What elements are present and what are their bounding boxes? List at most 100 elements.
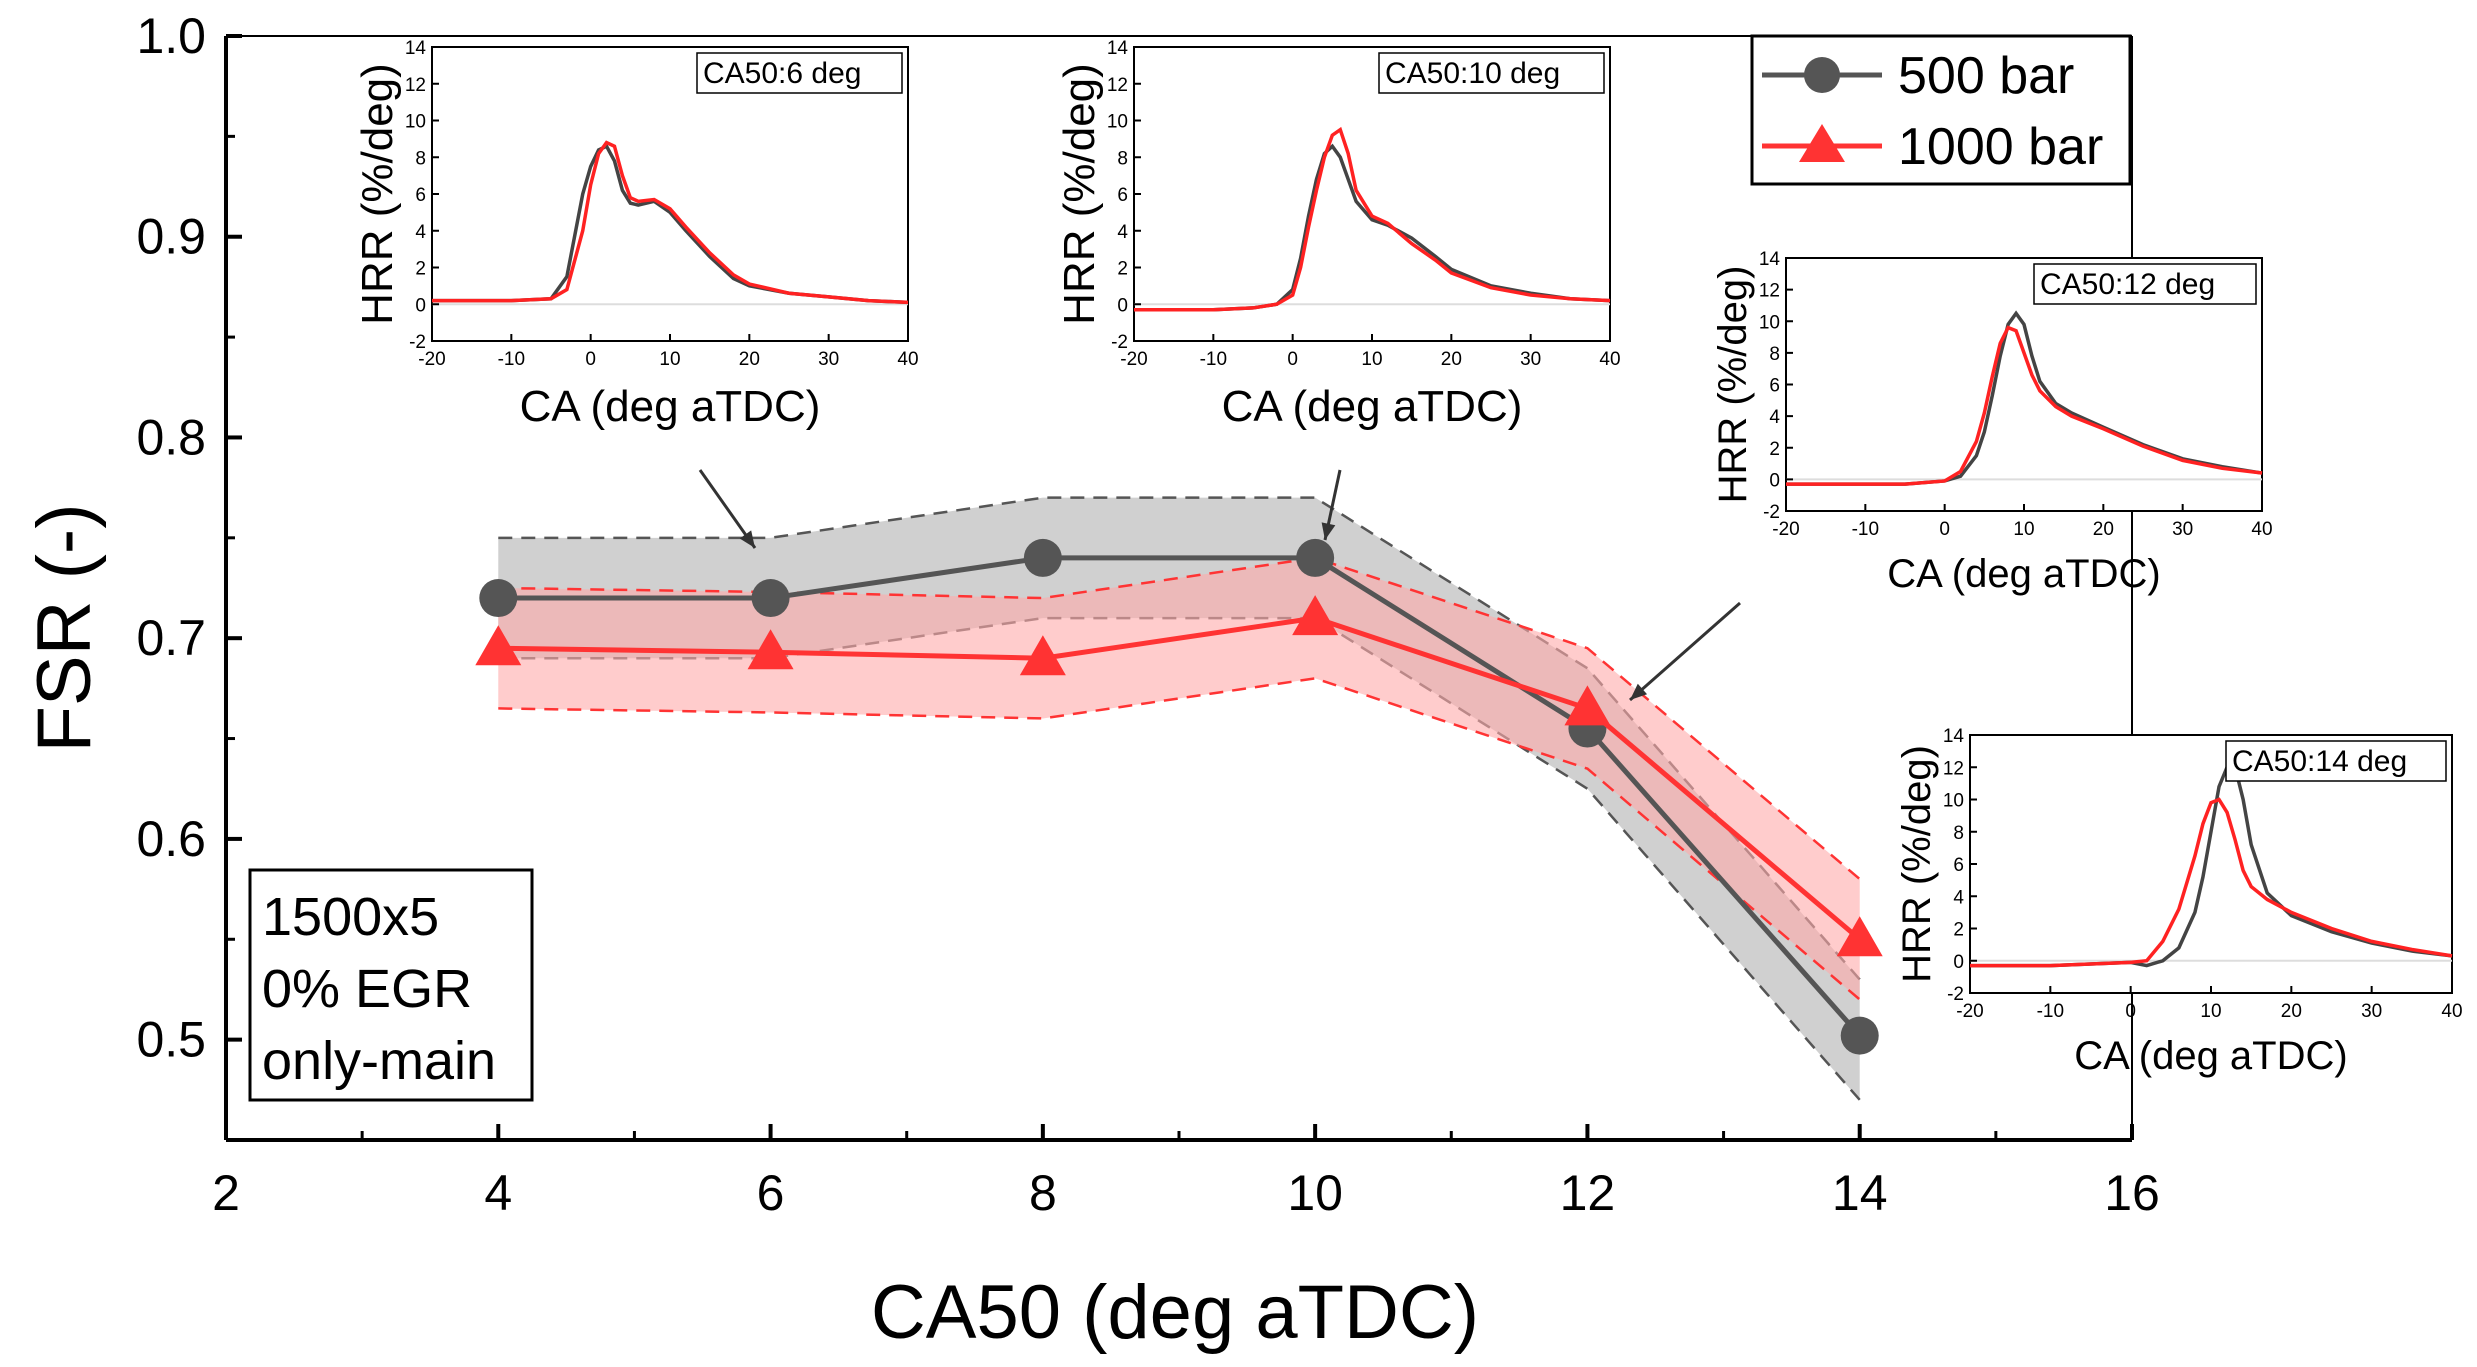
legend: 500 bar 1000 bar bbox=[1750, 34, 2132, 186]
annotation-line-3: only-main bbox=[262, 1031, 496, 1091]
inset-title: CA50:14 deg bbox=[2232, 745, 2407, 778]
inset-line-1000-bar bbox=[432, 140, 909, 305]
inset-x-tick-label: 10 bbox=[2200, 1001, 2221, 1022]
inset-x-tick-label: 30 bbox=[818, 349, 839, 370]
inset-x-tick-label: 10 bbox=[1361, 349, 1382, 370]
inset-y-tick-label: 10 bbox=[405, 112, 426, 133]
inset-title-box bbox=[2225, 740, 2447, 782]
inset-y-tick-label: -2 bbox=[409, 332, 426, 353]
point-1000-bar bbox=[1564, 685, 1611, 726]
inset-y-tick-label: 6 bbox=[1117, 185, 1128, 206]
inset-y-tick-label: 4 bbox=[1769, 407, 1780, 428]
point-500-bar bbox=[479, 579, 518, 618]
inset-y-tick-label: 0 bbox=[1117, 295, 1128, 316]
inset-y-tick-label: 0 bbox=[1769, 470, 1780, 491]
y-tick-label: 0.5 bbox=[136, 1012, 206, 1068]
inset-y-label: HRR (%/deg) bbox=[353, 63, 402, 325]
inset-line-1000-bar bbox=[1970, 797, 2453, 968]
inset-title-box bbox=[696, 52, 903, 94]
inset-x-tick-label: -20 bbox=[418, 349, 445, 370]
inset-x-tick-label: -10 bbox=[498, 349, 525, 370]
inset-y-tick-label: 2 bbox=[1953, 920, 1964, 941]
callout-arrow-head bbox=[1321, 522, 1336, 540]
inset-y-tick-label: 14 bbox=[405, 38, 427, 59]
inset-x-label: CA (deg aTDC) bbox=[1887, 552, 2160, 596]
inset-y-label: HRR (%/deg) bbox=[1711, 266, 1755, 504]
inset-y-tick-label: 8 bbox=[1769, 344, 1780, 365]
inset-x-tick-label: 40 bbox=[2251, 519, 2272, 540]
inset-title-box bbox=[1378, 52, 1605, 94]
inset-y-tick-label: 12 bbox=[1759, 281, 1780, 302]
inset-x-tick-label: 20 bbox=[2281, 1001, 2302, 1022]
x-axis-title: CA50 (deg aTDC) bbox=[871, 1270, 1479, 1355]
inset-y-tick-label: 8 bbox=[1117, 148, 1128, 169]
callout-arrow-head bbox=[1630, 683, 1648, 700]
point-1000-bar bbox=[1019, 635, 1066, 676]
inset-title: CA50:12 deg bbox=[2040, 268, 2215, 301]
inset-x-tick-label: -10 bbox=[1200, 349, 1227, 370]
inset-x-label: CA (deg aTDC) bbox=[520, 382, 821, 431]
callout-arrow-line bbox=[1629, 601, 1741, 702]
inset-y-tick-label: 0 bbox=[415, 295, 426, 316]
annotation-frame bbox=[248, 868, 534, 1102]
point-1000-bar bbox=[475, 625, 522, 666]
inset-x-tick-label: 10 bbox=[2013, 519, 2034, 540]
inset-x-tick-label: 30 bbox=[1520, 349, 1541, 370]
y-tick-label: 0.6 bbox=[136, 811, 206, 867]
inset-x-tick-label: 20 bbox=[739, 349, 760, 370]
confidence-band-1 bbox=[498, 557, 1860, 1000]
inset-y-tick-label: 6 bbox=[1953, 855, 1964, 876]
inset-x-tick-label: 0 bbox=[1287, 349, 1298, 370]
main-plot: 2 4 6 8 10 12 14 16 0.5 0.6 0.7 0.8 0.9 1.0 bbox=[136, 8, 2159, 1221]
inset-y-tick-label: 6 bbox=[1769, 376, 1780, 397]
inset-y-tick-label: 12 bbox=[1943, 758, 1964, 779]
legend-label-500: 500 bar bbox=[1898, 47, 2074, 105]
y-axis-title: FSR (-) bbox=[22, 503, 107, 752]
inset-x-tick-label: 10 bbox=[659, 349, 680, 370]
inset-line-500-bar bbox=[1134, 143, 1611, 312]
point-1000-bar bbox=[1292, 595, 1339, 636]
inset-y-tick-label: 8 bbox=[1953, 823, 1964, 844]
inset-x-tick-label: 0 bbox=[1939, 519, 1950, 540]
inset-y-tick-label: 10 bbox=[1759, 312, 1780, 333]
inset-title-box bbox=[2033, 263, 2257, 305]
inset-y-tick-label: 10 bbox=[1107, 112, 1128, 133]
inset-y-tick-label: -2 bbox=[1763, 502, 1780, 523]
x-tick-label: 6 bbox=[757, 1165, 785, 1221]
inset-y-tick-label: 14 bbox=[1943, 726, 1965, 747]
x-tick-label: 8 bbox=[1029, 1165, 1057, 1221]
inset-x-tick-label: 40 bbox=[897, 349, 918, 370]
inset-y-tick-label: 4 bbox=[415, 222, 426, 243]
callout-arrow-head bbox=[739, 530, 755, 548]
y-tick-label: 0.8 bbox=[136, 409, 206, 465]
inset-y-tick-label: 12 bbox=[1107, 75, 1128, 96]
inset-x-label: CA (deg aTDC) bbox=[1222, 382, 1523, 431]
inset-y-tick-label: 0 bbox=[1953, 952, 1964, 973]
annotation-box: 1500x5 0% EGR only-main bbox=[248, 868, 534, 1102]
inset-title: CA50:6 deg bbox=[703, 57, 861, 90]
x-tick-label: 4 bbox=[484, 1165, 512, 1221]
point-1000-bar bbox=[747, 629, 794, 670]
y-tick-label: 0.9 bbox=[136, 209, 206, 265]
inset-y-tick-label: 8 bbox=[415, 148, 426, 169]
inset-x-tick-label: 40 bbox=[1599, 349, 1620, 370]
inset-x-tick-label: -20 bbox=[1772, 519, 1799, 540]
point-500-bar bbox=[1840, 1016, 1879, 1055]
series-line-0 bbox=[498, 555, 1862, 1038]
inset-y-label: HRR (%/deg) bbox=[1895, 745, 1939, 983]
inset-line-1000-bar bbox=[1134, 126, 1611, 312]
inset-x-tick-label: 40 bbox=[2441, 1001, 2462, 1022]
annotation-line-2: 0% EGR bbox=[262, 959, 472, 1019]
inset-x-tick-label: -20 bbox=[1120, 349, 1147, 370]
inset-y-tick-label: 2 bbox=[1769, 439, 1780, 460]
inset-y-tick-label: 2 bbox=[1117, 259, 1128, 280]
inset-y-tick-label: 2 bbox=[415, 259, 426, 280]
inset-x-tick-label: -20 bbox=[1956, 1001, 1983, 1022]
inset-y-tick-label: -2 bbox=[1947, 984, 1964, 1005]
inset-x-tick-label: 0 bbox=[585, 349, 596, 370]
